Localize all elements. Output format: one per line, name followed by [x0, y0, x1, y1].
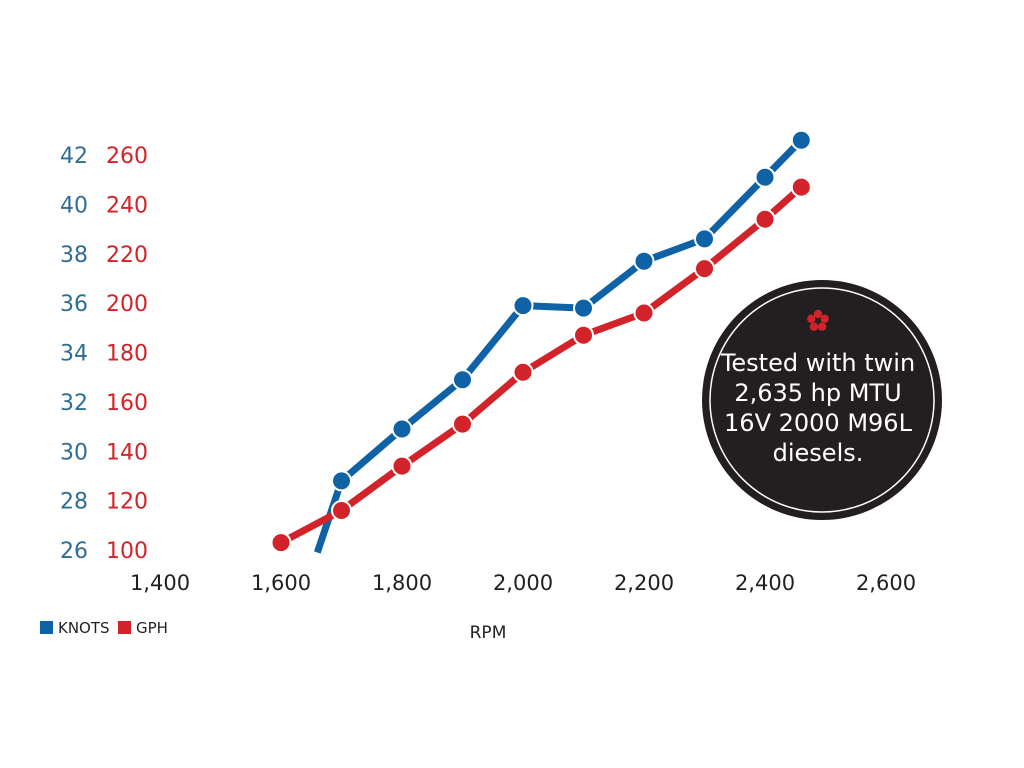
callout-line-4: diesels.	[773, 439, 864, 467]
legend: KNOTS GPH	[40, 619, 168, 637]
asterisk-flower-icon	[807, 309, 829, 331]
y-right-tick-label: 100	[106, 539, 148, 564]
y-right-tick-label: 160	[106, 391, 148, 416]
data-point-gph	[754, 208, 776, 230]
y-right-tick-label: 200	[106, 292, 148, 317]
data-point-knots	[633, 250, 655, 272]
y-right-tick-label: 260	[106, 144, 148, 169]
x-tick-label: 2,600	[856, 571, 916, 595]
data-point-gph	[694, 258, 715, 280]
callout-line-3: 16V 2000 M96L	[724, 409, 913, 437]
callout-line-2: 2,635 hp MTU	[734, 379, 901, 407]
y-right-tick-label: 240	[106, 193, 148, 218]
data-point-gph	[573, 324, 594, 346]
y-right-tick-label: 180	[106, 342, 148, 367]
y-left-tick-label: 28	[60, 490, 88, 515]
y-left-tick-label: 32	[60, 391, 88, 416]
x-axis-ticks: 1,400 1,600 1,800 2,000 2,200 2,400 2,600	[130, 571, 916, 595]
legend-swatch-gph	[118, 621, 131, 634]
x-axis-title: RPM	[470, 623, 507, 643]
y-left-tick-label: 42	[60, 144, 88, 169]
legend-swatch-knots	[40, 621, 53, 634]
data-point-gph	[391, 455, 413, 477]
data-point-knots	[790, 129, 812, 151]
callout-line-1: Tested with twin	[720, 349, 915, 377]
data-point-gph	[270, 532, 292, 554]
y-left-tick-label: 36	[60, 292, 88, 317]
legend-label-knots: KNOTS	[58, 619, 110, 637]
y-right-tick-label: 140	[106, 440, 148, 465]
y-right-tick-label: 220	[106, 243, 148, 268]
x-tick-label: 2,400	[735, 571, 795, 595]
x-tick-label: 1,800	[372, 571, 432, 595]
data-point-knots	[391, 418, 413, 440]
x-tick-label: 2,200	[614, 571, 674, 595]
data-point-knots	[754, 166, 776, 188]
callout-ring	[709, 287, 935, 513]
y-right-axis-ticks: 100 120 140 160 180 200 220 240 260	[106, 144, 148, 564]
data-point-knots	[452, 369, 473, 391]
x-tick-label: 1,600	[251, 571, 311, 595]
data-point-knots	[573, 297, 594, 319]
series-line-knots	[313, 137, 804, 554]
data-point-gph	[790, 176, 812, 198]
y-left-tick-label: 38	[60, 243, 88, 268]
y-right-tick-label: 120	[106, 490, 148, 515]
y-left-tick-label: 40	[60, 193, 88, 218]
data-point-knots	[694, 228, 715, 250]
y-left-axis-ticks: 26 28 30 32 34 36 38 40 42	[60, 144, 88, 564]
x-tick-label: 1,400	[130, 571, 190, 595]
series-knots	[313, 129, 812, 554]
data-point-gph	[633, 302, 655, 324]
data-point-knots	[512, 295, 534, 317]
data-point-knots	[331, 470, 352, 492]
y-left-tick-label: 26	[60, 539, 88, 564]
legend-label-gph: GPH	[136, 619, 168, 637]
data-point-gph	[512, 361, 534, 383]
y-left-tick-label: 30	[60, 440, 88, 465]
x-tick-label: 2,000	[493, 571, 553, 595]
data-point-gph	[331, 500, 352, 521]
series-gph	[270, 176, 812, 554]
data-point-gph	[452, 413, 473, 435]
callout-circle	[702, 280, 942, 520]
callout-badge: Tested with twin 2,635 hp MTU 16V 2000 M…	[702, 280, 942, 520]
series-line-gph	[279, 184, 804, 546]
y-left-tick-label: 34	[60, 342, 88, 367]
